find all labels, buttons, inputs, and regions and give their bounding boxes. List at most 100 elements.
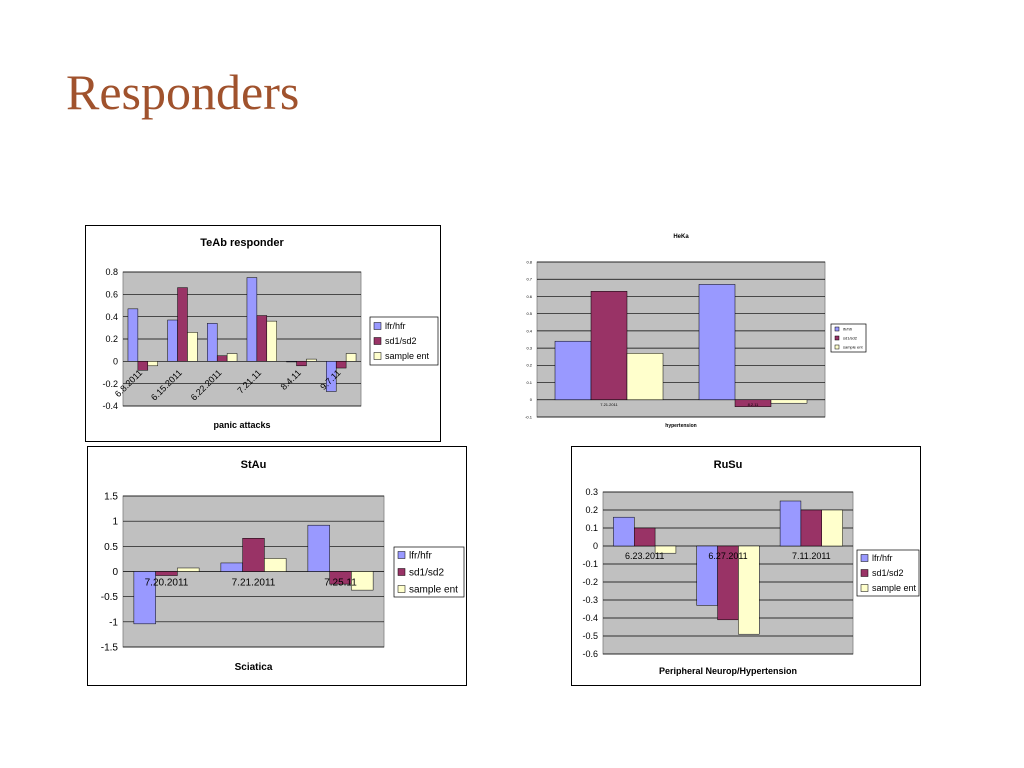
bar-sample-ent-0	[147, 361, 158, 367]
bar-sample-ent-1	[738, 545, 760, 635]
y-tick-label: 0	[112, 567, 118, 578]
legend-swatch	[860, 554, 869, 562]
legend-box	[369, 316, 439, 366]
legend-swatch	[397, 585, 406, 593]
chart-title: TeAb responder	[200, 237, 284, 249]
y-tick-label: -0.2	[582, 577, 598, 587]
y-tick-label: -0.6	[582, 649, 598, 659]
bar-lfr-hfr-0	[554, 340, 592, 401]
chart-heka: HeKa 0.8 0.7 0.6 0.5 0.4 0.3 0.2 0.1 0 -0.1 7.21.20…	[515, 225, 870, 440]
bar-sd1-sd2-0	[137, 361, 149, 371]
y-tick-label: 0.2	[585, 505, 598, 515]
y-tick-label: 0.3	[526, 346, 532, 351]
legend-swatch	[860, 584, 869, 592]
chart-rusu: RuSu 0.3 0.2 0.1 0 -0.1 -0.2 -0.3 -0.4 -0.5 -0.6 6.…	[571, 446, 921, 686]
legend-swatch	[834, 326, 840, 332]
bar-lfr-hfr-1	[220, 562, 243, 572]
y-tick-label: 0.7	[526, 277, 532, 282]
chart-svg: RuSu 0.3 0.2 0.1 0 -0.1 -0.2 -0.3 -0.4 -0.5 -0.6 6.…	[582, 459, 920, 676]
bar-sd1-sd2-2	[800, 509, 823, 547]
legend-entry: lfr/hfr	[843, 326, 853, 331]
bar-sd1-sd2-3	[256, 315, 268, 362]
chart-svg: StAu 1.5 1 0.5 0 -0.5 -1 -1.5 7.20.2011 7.21.2011…	[101, 459, 465, 673]
bar-lfr-hfr-0	[133, 571, 156, 625]
bar-sample-ent-0	[626, 353, 664, 401]
bar-lfr-hfr-4	[286, 361, 297, 363]
bar-sample-ent-2	[821, 509, 843, 547]
y-tick-label: 0.5	[526, 311, 532, 316]
bar-sd1-sd2-0	[155, 571, 178, 576]
legend-swatch	[373, 352, 382, 360]
x-category-label: 6.27.2011	[708, 551, 747, 561]
x-category-label: 7.21.2011	[232, 578, 276, 589]
legend-swatch	[834, 344, 840, 350]
x-category-label: 7.25.11	[324, 578, 357, 589]
x-category-label: 8.2.11	[748, 402, 760, 407]
bar-lfr-hfr-3	[246, 277, 258, 362]
legend-entry: sample ent	[409, 585, 458, 596]
bar-sd1-sd2-4	[296, 361, 307, 367]
chart-stau: StAu 1.5 1 0.5 0 -0.5 -1 -1.5 7.20.2011 7.21.2011…	[87, 446, 467, 686]
legend-swatch	[397, 568, 406, 576]
x-category-label: 6.23.2011	[625, 551, 664, 561]
x-axis-label: panic attacks	[213, 420, 270, 430]
bar-lfr-hfr-0	[127, 308, 139, 362]
legend-entry: lfr/hfr	[872, 553, 893, 563]
chart-teab-responder: TeAb responder 0.8 0.6 0.4 0.2 0 -0.2 -0.4 6.8.2…	[85, 225, 441, 442]
y-tick-label: 1	[112, 517, 118, 528]
bar-sample-ent-4	[306, 358, 317, 362]
legend-swatch	[860, 569, 869, 577]
y-tick-label: 0.4	[526, 328, 532, 333]
y-tick-label: -0.1	[525, 414, 533, 419]
legend-entry: sample ent	[843, 344, 863, 349]
y-tick-label: 0.6	[526, 294, 532, 299]
y-tick-label: 0.4	[105, 312, 118, 322]
bar-lfr-hfr-5	[326, 361, 337, 392]
y-tick-label: 0	[593, 541, 598, 551]
slide-title: Responders	[66, 64, 300, 120]
y-tick-label: -0.1	[582, 559, 598, 569]
y-tick-label: 0.8	[105, 267, 118, 277]
bar-lfr-hfr-2	[207, 323, 218, 362]
legend-entry: lfr/hfr	[385, 321, 406, 331]
bar-lfr-hfr-2	[779, 500, 802, 547]
legend-entry: sample ent	[385, 351, 430, 361]
bar-sample-ent-2	[226, 353, 238, 362]
x-axis-label: Sciatica	[235, 662, 273, 673]
legend-entry: sample ent	[872, 583, 917, 593]
y-tick-label: 0.2	[526, 363, 532, 368]
legend-swatch	[373, 322, 382, 330]
y-tick-label: -0.4	[102, 401, 118, 411]
y-tick-label: -0.3	[582, 595, 598, 605]
x-axis-label: Peripheral Neurop/Hypertension	[659, 666, 797, 676]
y-tick-label: 0.8	[526, 259, 532, 264]
y-tick-label: 0	[113, 356, 118, 366]
bar-sd1-sd2-1	[177, 287, 188, 362]
bar-lfr-hfr-2	[307, 524, 330, 572]
bar-sd1-sd2-2	[216, 355, 228, 362]
legend-swatch	[397, 551, 406, 559]
x-category-label: 7.21.2011	[600, 402, 618, 407]
bar-sample-ent-2	[351, 571, 374, 591]
bar-sample-ent-3	[266, 320, 277, 362]
x-axis-label: hypertension	[665, 423, 696, 429]
x-category-label: 7.11.2011	[792, 551, 831, 561]
bar-lfr-hfr-0	[613, 516, 635, 547]
bar-lfr-hfr-1	[167, 319, 178, 362]
y-tick-label: -0.5	[582, 631, 598, 641]
bar-sample-ent-0	[654, 545, 677, 554]
y-tick-label: 0.2	[105, 334, 118, 344]
bar-sd1-sd2-0	[590, 291, 628, 401]
y-tick-label: 0.3	[585, 487, 598, 497]
bar-sample-ent-5	[345, 353, 357, 362]
legend-box	[393, 546, 465, 598]
chart-title: RuSu	[714, 459, 743, 471]
x-category-label: 7.20.2011	[145, 578, 189, 589]
y-tick-label: -0.4	[582, 613, 598, 623]
y-tick-label: 0.1	[526, 380, 532, 385]
legend-swatch	[373, 337, 382, 345]
chart-svg: HeKa 0.8 0.7 0.6 0.5 0.4 0.3 0.2 0.1 0 -0.1 7.21.20…	[525, 234, 867, 429]
y-tick-label: -1	[109, 617, 118, 628]
y-tick-label: -0.2	[102, 379, 118, 389]
bar-sd1-sd2-0	[634, 527, 656, 547]
